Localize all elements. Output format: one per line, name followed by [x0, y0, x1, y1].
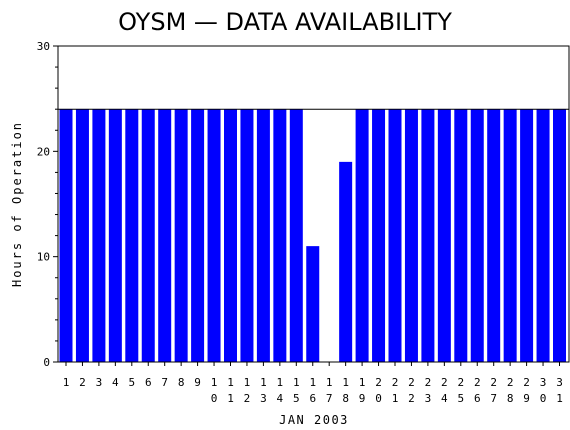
bar-day-13 — [256, 109, 270, 362]
bar-day-9 — [191, 109, 205, 362]
bar-day-18 — [339, 161, 353, 362]
x-tick-label-day-6: 6 — [145, 376, 152, 389]
bar-day-15 — [289, 109, 303, 362]
x-tick-label-day-2: 2 — [79, 376, 86, 389]
plot-frame — [57, 45, 570, 363]
bar-day-28 — [503, 109, 517, 362]
chart-title: OYSM — DATA AVAILABILITY — [118, 8, 452, 36]
bar-day-21 — [388, 109, 402, 362]
bar-day-11 — [224, 109, 237, 362]
x-tick-label-day-5: 5 — [128, 376, 135, 389]
bar-day-10 — [207, 109, 221, 362]
bar-day-2 — [75, 109, 89, 362]
x-tick-label-day-1: 1 — [63, 376, 70, 389]
bar-day-4 — [108, 109, 122, 362]
bar-day-12 — [240, 109, 254, 362]
y-tick-label: 20 — [37, 145, 50, 158]
y-axis-label: Hours of Operation — [10, 121, 24, 287]
x-axis: 1 2 3 4 5 6 7 8 9 1 01 11 21 31 41 51 61 71 81 92 02 12 22 32 42… — [63, 362, 563, 405]
bars — [59, 109, 566, 362]
bar-day-22 — [404, 109, 418, 362]
x-tick-label-day-4: 4 — [112, 376, 119, 389]
bar-day-1 — [59, 109, 73, 362]
bar-day-25 — [454, 109, 468, 362]
bar-day-14 — [273, 109, 287, 362]
bar-day-20 — [372, 109, 386, 362]
y-axis: 0 10 20 30 — [37, 40, 58, 369]
bar-day-29 — [520, 109, 534, 362]
y-tick-label: 10 — [37, 251, 50, 264]
bar-day-26 — [470, 109, 484, 362]
x-tick-label-day-8: 8 — [178, 376, 185, 389]
y-tick-label: 0 — [43, 356, 50, 369]
bar-day-31 — [553, 109, 566, 362]
x-tick-label-day-7: 7 — [161, 376, 168, 389]
bar-day-30 — [536, 109, 550, 362]
bar-day-3 — [92, 109, 106, 362]
bar-day-7 — [158, 109, 172, 362]
bar-day-27 — [487, 109, 501, 362]
bar-day-24 — [437, 109, 451, 362]
bar-day-16 — [306, 246, 320, 362]
y-tick-label: 30 — [37, 40, 50, 53]
bar-day-6 — [141, 109, 155, 362]
bar-day-23 — [421, 109, 435, 362]
x-tick-label-day-9: 9 — [194, 376, 201, 389]
bar-day-5 — [125, 109, 139, 362]
bar-day-19 — [355, 109, 369, 362]
bar-day-8 — [174, 109, 188, 362]
x-tick-label-day-3: 3 — [96, 376, 103, 389]
x-axis-label: JAN 2003 — [279, 413, 349, 427]
